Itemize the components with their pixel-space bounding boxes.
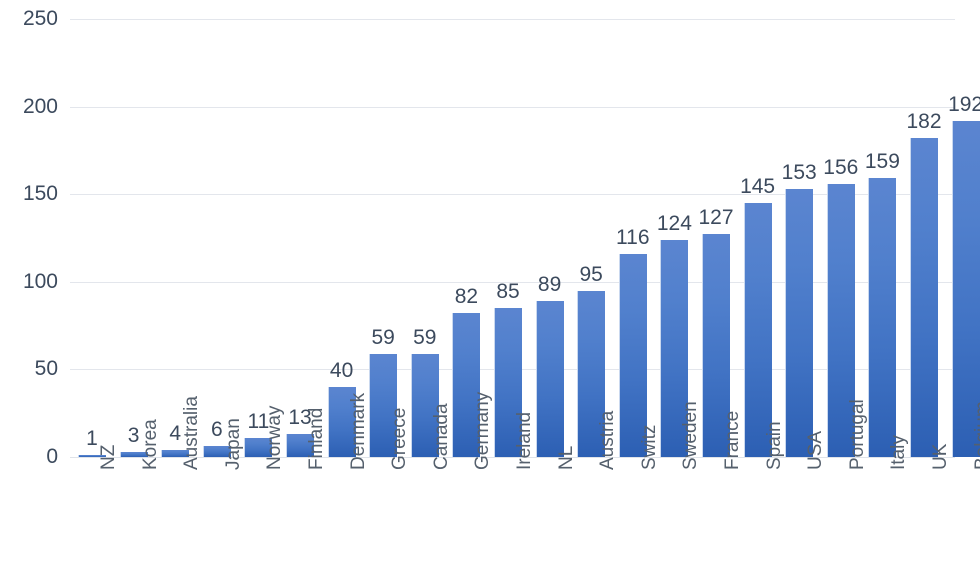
gridline <box>70 106 955 108</box>
x-axis-category-label: Austria <box>597 410 619 470</box>
bar[interactable] <box>119 451 148 457</box>
bar-value-label: 153 <box>781 160 817 184</box>
y-axis-tick-label: 150 <box>22 182 58 206</box>
x-axis-category-label: Finland <box>306 407 327 470</box>
bar-value-label: 95 <box>579 262 603 286</box>
bar-value-label: 59 <box>371 325 395 349</box>
y-axis-tick-label: 50 <box>34 357 58 381</box>
bar-value-label: 124 <box>656 211 692 235</box>
plot-area: 1 NZ 3 Korea 4 Australia 6 Japan 11 Norway 13 Finla… <box>70 0 980 570</box>
bar[interactable] <box>369 353 398 457</box>
x-axis-category-label: NZ <box>98 444 119 470</box>
bar-value-label: 13 <box>288 406 312 430</box>
bar-value-label: 192 <box>948 92 980 116</box>
bar-value-label: 116 <box>616 225 650 249</box>
bar[interactable] <box>577 290 606 457</box>
gridline <box>70 281 955 283</box>
bar[interactable] <box>535 301 564 457</box>
bar-value-label: 6 <box>210 418 223 442</box>
y-axis-tick-label: 0 <box>46 445 58 468</box>
bar-value-label: 89 <box>537 273 562 297</box>
x-axis-category-label: Greece <box>389 407 411 470</box>
x-axis-category-label: Ireland <box>514 411 535 470</box>
x-axis-category-label: Spain <box>763 421 785 470</box>
bar[interactable] <box>660 239 689 457</box>
x-axis-category-label: Belgium <box>971 401 980 470</box>
bar-value-label: 159 <box>864 150 900 174</box>
x-axis-category-label: UK <box>930 443 951 470</box>
x-axis-category-label: Italy <box>888 435 910 470</box>
bar[interactable] <box>785 188 814 457</box>
bar[interactable] <box>286 434 314 457</box>
bar[interactable] <box>161 449 190 457</box>
gridline <box>70 457 955 458</box>
x-axis-category-label: Portugal <box>846 399 868 470</box>
x-axis-category-label: NL <box>555 445 577 470</box>
x-axis-category-label: Germany <box>472 391 494 470</box>
bar[interactable] <box>868 178 897 457</box>
bar[interactable] <box>244 437 273 457</box>
bar[interactable] <box>743 202 772 457</box>
y-axis: 0 50 100 150 200 250 <box>0 0 58 570</box>
bar-value-label: 4 <box>169 421 182 445</box>
gridline <box>70 194 955 196</box>
bars-container: 1 NZ 3 Korea 4 Australia 6 Japan 11 Norway 13 Finla… <box>70 0 980 570</box>
bar-value-label: 85 <box>496 280 520 304</box>
y-axis-tick-label: 200 <box>22 94 58 118</box>
bar[interactable] <box>410 353 439 457</box>
bar[interactable] <box>78 455 106 458</box>
bar-value-label: 82 <box>454 285 479 309</box>
x-axis-category-label: France <box>722 410 743 470</box>
bar[interactable] <box>202 446 231 457</box>
gridline <box>70 19 955 20</box>
bar-value-label: 145 <box>740 174 776 198</box>
x-axis-category-label: Switz <box>638 424 660 470</box>
bar[interactable] <box>618 253 647 457</box>
bar[interactable] <box>327 386 356 457</box>
bar-value-label: 40 <box>329 358 354 382</box>
bar-value-label: 1 <box>86 427 98 451</box>
bar-value-label: 182 <box>906 110 942 134</box>
y-axis-tick-label: 100 <box>22 269 58 293</box>
x-axis-category-label: USA <box>805 430 827 470</box>
x-axis-category-label: Canada <box>430 403 452 470</box>
bar-value-label: 3 <box>127 423 140 447</box>
bar[interactable] <box>452 313 481 457</box>
bar[interactable] <box>910 138 938 457</box>
y-axis-tick-label: 250 <box>22 7 58 30</box>
x-axis-category-label: Denmark <box>347 392 369 470</box>
bar-value-label: 11 <box>247 409 270 433</box>
bar-value-label: 59 <box>413 325 437 349</box>
x-axis-category-label: Sweden <box>680 401 702 470</box>
bar[interactable] <box>951 120 980 457</box>
bar-value-label: 156 <box>823 155 859 179</box>
bar-value-label: 127 <box>698 206 734 230</box>
bar[interactable] <box>702 234 730 457</box>
bar[interactable] <box>494 308 522 457</box>
bar[interactable] <box>826 183 855 457</box>
